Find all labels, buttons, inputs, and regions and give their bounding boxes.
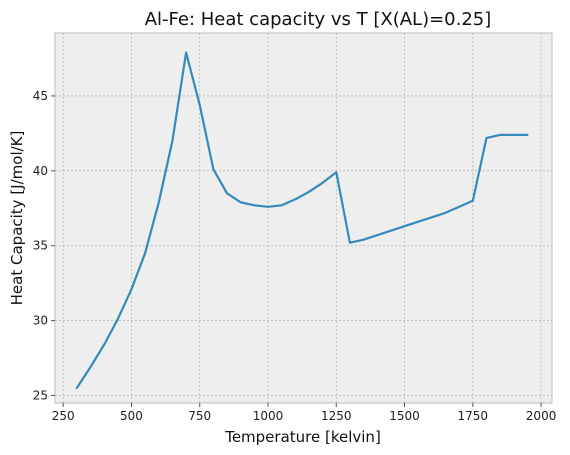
x-tick-label: 250 — [52, 409, 75, 423]
x-axis-label: Temperature [kelvin] — [224, 428, 381, 446]
grid-lines — [55, 33, 552, 403]
heat-capacity-line — [75, 51, 529, 390]
x-tick-label: 1500 — [389, 409, 420, 423]
x-axis-ticks: 250 500 750 1000 1250 1500 1750 2000 — [52, 403, 557, 423]
x-tick-label: 1750 — [458, 409, 489, 423]
y-tick-label: 30 — [33, 314, 48, 328]
y-tick-label: 45 — [33, 89, 48, 103]
x-tick-label: 500 — [120, 409, 143, 423]
y-axis-label: Heat Capacity [J/mol/K] — [8, 131, 26, 306]
x-tick-label: 1250 — [321, 409, 352, 423]
chart-title: Al-Fe: Heat capacity vs T [X(AL)=0.25] — [145, 9, 492, 30]
y-tick-label: 25 — [33, 389, 48, 403]
y-axis-ticks: 25 30 35 40 45 — [33, 89, 55, 403]
series-group — [75, 51, 529, 390]
plot-area — [54, 32, 553, 404]
y-tick-label: 40 — [33, 164, 48, 178]
x-tick-label: 2000 — [526, 409, 557, 423]
x-tick-label: 1000 — [253, 409, 284, 423]
x-tick-label: 750 — [188, 409, 211, 423]
y-tick-label: 35 — [33, 239, 48, 253]
